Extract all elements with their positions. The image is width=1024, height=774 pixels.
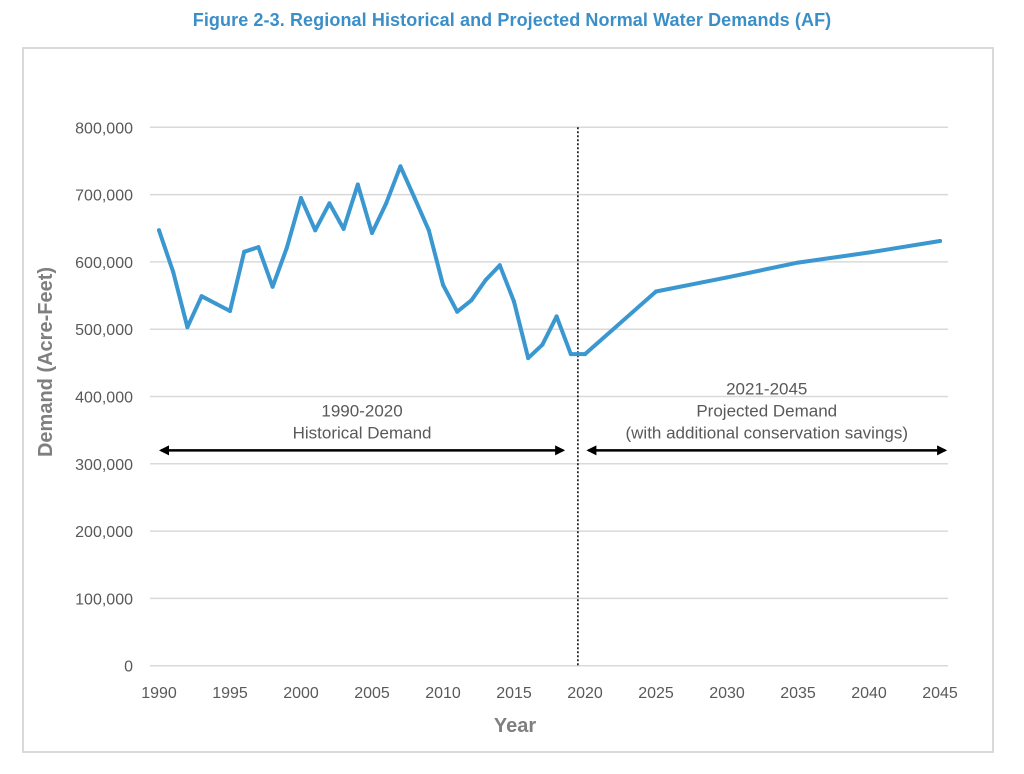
- projected-annotation-line: (with additional conservation savings): [625, 423, 908, 442]
- data-point: [370, 230, 374, 235]
- x-tick-label: 2030: [709, 685, 745, 702]
- x-tick-label: 1995: [212, 685, 248, 702]
- y-tick-label: 600,000: [75, 255, 133, 272]
- data-point: [242, 249, 247, 254]
- data-point: [299, 195, 303, 200]
- data-point: [313, 228, 318, 233]
- data-point: [483, 278, 488, 283]
- y-axis-ticks: 0 100,000 200,000 300,000 400,000 500,000 600,…: [75, 120, 133, 675]
- x-tick-label: 2015: [496, 685, 532, 702]
- data-point: [355, 182, 360, 187]
- data-point: [796, 260, 800, 265]
- y-axis-title: Demand (Acre-Feet): [35, 267, 57, 457]
- projected-annotation-line: Projected Demand: [696, 401, 837, 420]
- data-point: [568, 352, 573, 357]
- historical-annotation-line: Historical Demand: [293, 423, 432, 442]
- data-point: [157, 228, 161, 233]
- data-point: [554, 314, 559, 319]
- data-point: [526, 356, 531, 361]
- x-tick-label: 2035: [780, 685, 816, 702]
- chart-title: Figure 2-3. Regional Historical and Proj…: [192, 10, 832, 30]
- data-point: [540, 342, 545, 347]
- y-tick-label: 200,000: [75, 524, 133, 541]
- data-point: [426, 228, 431, 233]
- data-point: [199, 294, 204, 299]
- x-tick-label: 2005: [354, 685, 390, 702]
- data-point: [497, 263, 502, 268]
- data-point: [441, 282, 445, 287]
- x-axis-title: Year: [494, 715, 536, 737]
- data-point: [583, 352, 587, 357]
- x-tick-label: 2010: [425, 685, 461, 702]
- x-tick-label: 2020: [567, 685, 603, 702]
- x-tick-label: 2025: [638, 685, 674, 702]
- data-point: [284, 245, 289, 250]
- projected-annotation-line: 2021-2045: [726, 379, 807, 398]
- y-tick-label: 100,000: [75, 591, 133, 608]
- x-tick-label: 2000: [283, 685, 319, 702]
- y-tick-label: 0: [124, 659, 133, 676]
- data-point: [327, 201, 332, 206]
- y-tick-label: 800,000: [75, 120, 133, 137]
- data-point: [412, 195, 417, 200]
- x-tick-label: 2045: [922, 685, 958, 702]
- series-line: [157, 164, 942, 361]
- data-point: [270, 284, 275, 289]
- y-tick-label: 700,000: [75, 188, 133, 205]
- x-tick-label: 1990: [141, 685, 177, 702]
- gridlines: [150, 126, 948, 667]
- data-point: [228, 309, 232, 314]
- data-point: [171, 269, 176, 274]
- data-point: [384, 201, 389, 206]
- data-point: [469, 298, 474, 303]
- series-layer: [157, 164, 942, 361]
- data-point: [512, 299, 516, 304]
- y-tick-label: 400,000: [75, 390, 133, 407]
- data-point: [725, 275, 729, 280]
- y-tick-label: 500,000: [75, 322, 133, 339]
- data-point: [938, 239, 942, 244]
- data-point: [256, 245, 261, 250]
- x-axis-ticks: 1990 1995 2000 2005 2010 2015 2020 2025 2030 2035…: [141, 685, 958, 702]
- data-point: [654, 289, 658, 294]
- chart-frame: [22, 47, 994, 753]
- data-point: [398, 164, 403, 169]
- historical-annotation-line: 1990-2020: [321, 401, 402, 420]
- x-tick-label: 2040: [851, 685, 887, 702]
- data-point: [213, 301, 218, 306]
- data-point: [867, 250, 871, 255]
- data-point: [341, 226, 346, 231]
- data-point: [455, 309, 460, 314]
- annotations: 1990-2020 Historical Demand 2021-2045 Proje…: [159, 379, 948, 456]
- data-point: [185, 325, 190, 330]
- y-tick-label: 300,000: [75, 457, 133, 474]
